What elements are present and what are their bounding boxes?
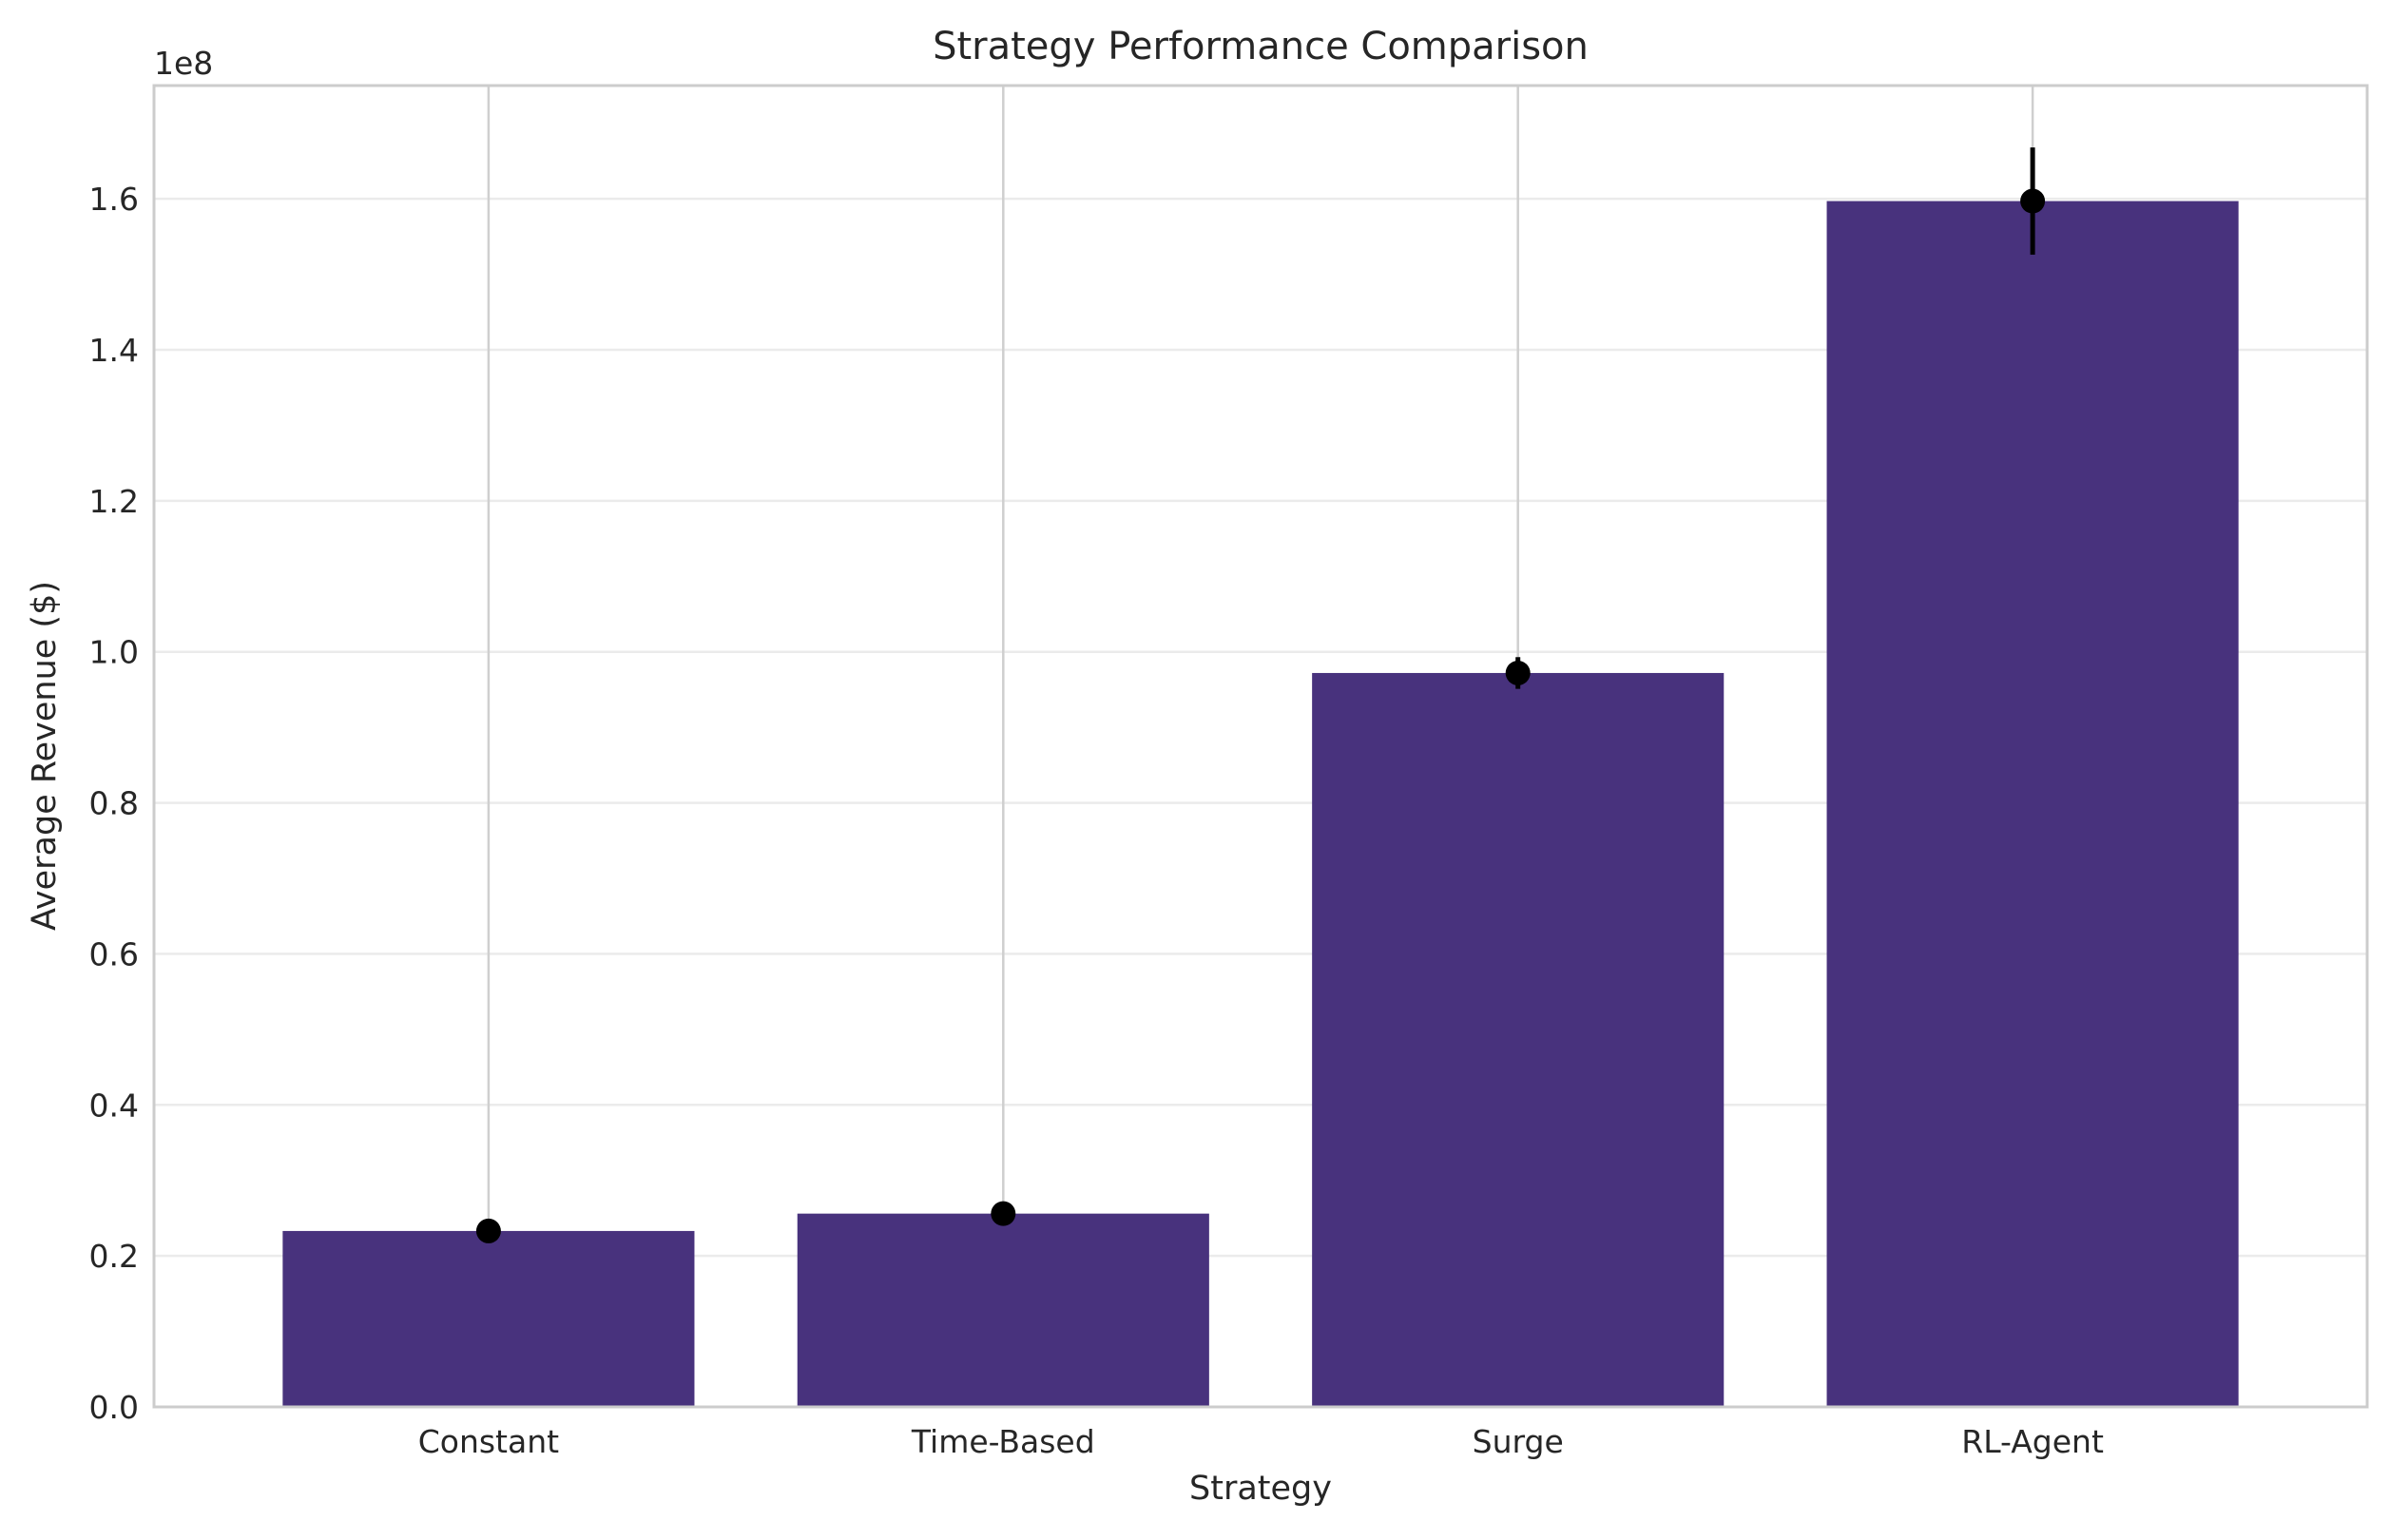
bars <box>282 201 2239 1407</box>
x-tick-label-1: Time-Based <box>911 1423 1095 1460</box>
tick-labels: 0.0 0.2 0.4 0.6 0.8 1.0 1.2 1.4 1.6 Constant Time-… <box>89 181 2104 1460</box>
bar-1 <box>797 1213 1209 1407</box>
y-tick-label-1: 0.2 <box>89 1238 139 1275</box>
bar-3 <box>1826 201 2239 1407</box>
x-tick-label-0: Constant <box>418 1423 559 1460</box>
mean-marker-0 <box>475 1218 501 1243</box>
mean-marker-3 <box>2020 188 2046 214</box>
y-tick-label-5: 1.0 <box>89 634 139 671</box>
y-tick-label-3: 0.6 <box>89 935 139 972</box>
y-tick-label-7: 1.4 <box>89 332 139 369</box>
y-tick-label-2: 0.4 <box>89 1087 139 1124</box>
x-tick-label-3: RL-Agent <box>1961 1423 2104 1460</box>
mean-marker-1 <box>991 1201 1016 1226</box>
y-tick-label-8: 1.6 <box>89 181 139 218</box>
mean-marker-2 <box>1505 660 1531 685</box>
bar-0 <box>282 1230 695 1407</box>
chart-title: Strategy Performance Comparison <box>933 25 1589 68</box>
y-tick-label-6: 1.2 <box>89 483 139 520</box>
plot-frame <box>152 84 2369 1409</box>
y-tick-label-0: 0.0 <box>89 1389 139 1426</box>
y-axis-offset-label: 1e8 <box>154 45 213 82</box>
x-tick-label-2: Surge <box>1473 1423 1564 1460</box>
y-tick-label-4: 0.8 <box>89 785 139 822</box>
error-markers <box>475 147 2046 1243</box>
x-axis-label: Strategy <box>1189 1470 1332 1508</box>
bar-2 <box>1312 672 1725 1407</box>
y-axis-label: Average Revenue ($) <box>26 581 64 931</box>
